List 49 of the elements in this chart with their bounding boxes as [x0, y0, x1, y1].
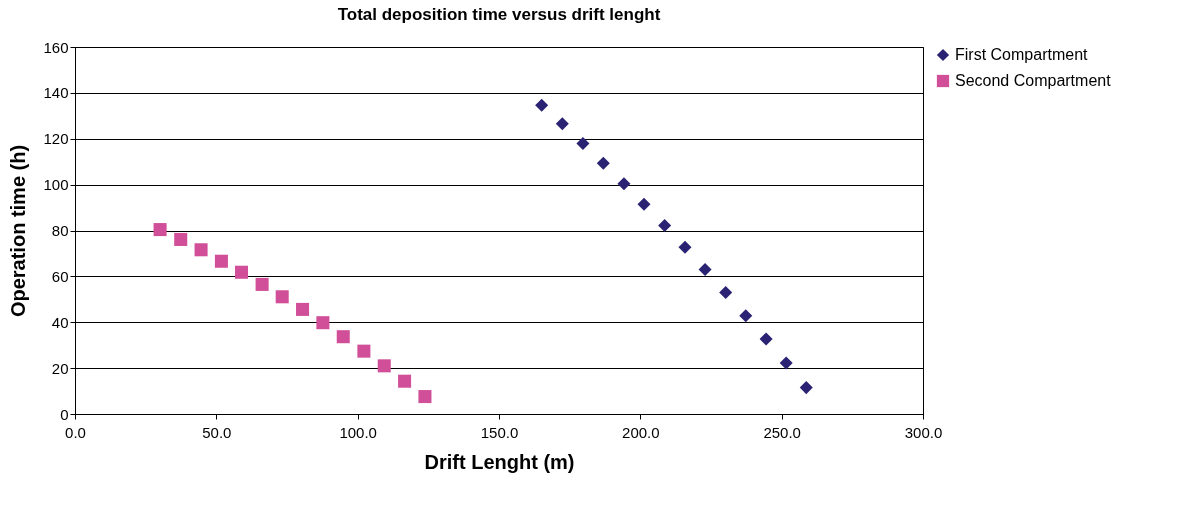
point — [357, 344, 371, 358]
x-tick-label: 50.0 — [202, 423, 232, 441]
y-tick-label: 140 — [43, 84, 69, 102]
point — [234, 265, 249, 279]
point — [255, 277, 269, 291]
point — [779, 356, 793, 370]
point — [194, 243, 208, 257]
point — [739, 309, 753, 323]
x-tick-label: 250.0 — [763, 423, 801, 441]
x-tick-label: 150.0 — [480, 423, 519, 441]
point — [658, 218, 672, 232]
point — [418, 390, 432, 404]
x-tick-label: 0.0 — [65, 423, 86, 441]
y-tick-label: 20 — [51, 359, 69, 377]
point — [316, 316, 330, 330]
point — [336, 330, 350, 344]
point — [377, 359, 391, 373]
point — [596, 156, 610, 170]
point — [719, 285, 733, 299]
point — [698, 262, 712, 277]
point — [275, 290, 289, 304]
point — [617, 177, 631, 191]
point — [555, 117, 569, 131]
x-tick-label: 100.0 — [339, 423, 377, 441]
point — [296, 302, 310, 316]
x-tick-label: 300.0 — [904, 423, 943, 441]
y-tick-label: 0 — [60, 405, 69, 423]
point — [153, 223, 167, 237]
x-tick-label: 200.0 — [622, 423, 660, 441]
point — [637, 197, 651, 211]
point — [576, 137, 590, 151]
y-tick-label: 100 — [43, 176, 69, 194]
point — [535, 98, 549, 112]
point — [174, 232, 188, 246]
y-tick-label: 160 — [43, 38, 69, 56]
point — [398, 374, 412, 388]
x-axis-title: Drift Lenght (m) — [424, 450, 575, 473]
chart-title: Total deposition time versus drift lenght — [337, 5, 661, 24]
y-tick-label: 60 — [51, 267, 69, 285]
y-axis-title: Operation time (h) — [7, 144, 30, 318]
y-tick-label: 80 — [51, 222, 69, 239]
legend-label: First Compartment — [955, 46, 1089, 63]
y-tick-label: 120 — [43, 130, 69, 148]
legend-label: Second Compartment — [955, 72, 1112, 89]
y-tick-label: 40 — [51, 313, 69, 331]
point — [759, 332, 773, 346]
point — [799, 381, 813, 395]
point — [214, 254, 228, 268]
point — [678, 240, 692, 254]
